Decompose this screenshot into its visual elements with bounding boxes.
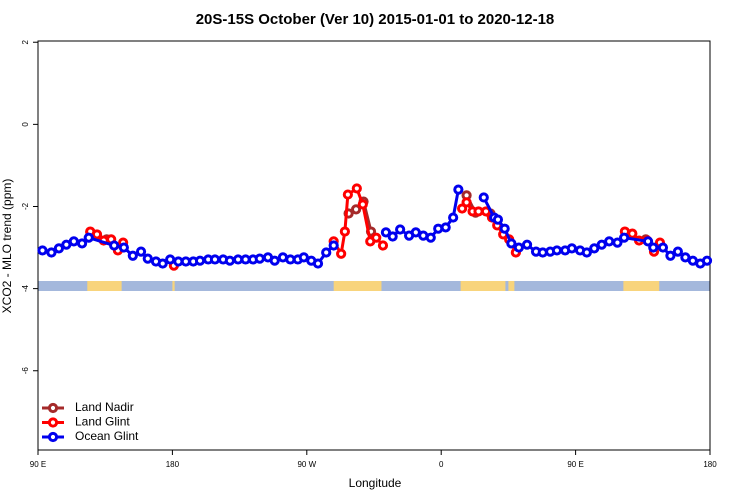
series-point (165, 254, 176, 265)
series-point (589, 243, 600, 254)
land-band (87, 281, 122, 291)
series-point (457, 203, 468, 214)
series-point (551, 245, 563, 256)
series-point (648, 242, 659, 253)
series-point (642, 236, 654, 247)
legend-marker (47, 431, 59, 443)
series-point (254, 253, 265, 264)
series-point (425, 232, 436, 243)
series-point (478, 192, 489, 203)
series-point (53, 243, 65, 254)
y-tick-label: -6 (21, 367, 30, 375)
series-point (269, 255, 280, 266)
series-point (387, 231, 398, 242)
series-line (332, 186, 385, 258)
series-point (135, 246, 147, 257)
series-point (127, 250, 138, 261)
land-band (508, 281, 515, 291)
y-axis-title: XCO2 - MLO trend (ppm) (0, 179, 14, 314)
series-point (612, 237, 623, 248)
series-point (224, 255, 235, 266)
series-point (321, 247, 332, 258)
series-point (46, 247, 57, 258)
series-point (339, 226, 350, 237)
series-point (461, 197, 472, 208)
series-point (604, 236, 615, 247)
legend-label: Ocean Glint (75, 429, 139, 443)
x-tick-label: 0 (439, 460, 444, 469)
legend-marker (47, 417, 59, 428)
legend-label: Land Glint (75, 415, 130, 429)
series-point (157, 258, 168, 269)
land-band (172, 281, 175, 291)
series-point (672, 246, 683, 257)
plot-frame (37, 40, 711, 451)
series-point (342, 189, 353, 200)
legend-label: Land Nadir (75, 400, 134, 414)
series-point (328, 240, 339, 251)
x-axis-title: Longitude (349, 476, 402, 490)
series-point (448, 212, 459, 223)
series-point (395, 224, 406, 235)
series-point (506, 238, 517, 249)
series-point (312, 258, 324, 269)
series-point (37, 245, 48, 256)
land-band (460, 281, 506, 291)
series-point (109, 240, 120, 251)
series-point (118, 242, 129, 253)
series-point (68, 236, 79, 247)
series-point (357, 199, 368, 210)
series-point (377, 240, 389, 251)
x-tick-label: 180 (703, 460, 717, 469)
series-point (619, 232, 630, 243)
series-point (627, 228, 638, 239)
y-tick-label: 0 (21, 122, 30, 127)
x-tick-label: 180 (166, 460, 180, 469)
series-point (665, 250, 676, 261)
series-point (581, 247, 592, 258)
series-point (657, 242, 669, 253)
land-band (623, 281, 660, 291)
series-point (380, 227, 392, 238)
series-point (142, 253, 153, 264)
series-point (701, 255, 713, 266)
series-point (521, 239, 533, 250)
legend-marker (47, 402, 59, 414)
series-point (492, 214, 504, 225)
x-tick-label: 90 E (30, 460, 46, 469)
series-point (351, 183, 362, 194)
series-point (440, 222, 451, 233)
y-tick-label: -2 (21, 202, 30, 210)
series-point (209, 254, 221, 265)
series-point (513, 242, 524, 253)
series-point (76, 238, 88, 249)
y-tick-label: -4 (21, 285, 30, 293)
series-point (371, 232, 382, 243)
series-point (336, 248, 347, 259)
series-point (194, 255, 206, 266)
series-point (83, 232, 94, 243)
x-tick-label: 90 E (567, 460, 583, 469)
y-tick-label: 2 (21, 39, 30, 44)
land-band (333, 281, 382, 291)
series-point (350, 204, 362, 215)
series-point (566, 243, 577, 254)
series-point (499, 223, 510, 234)
series-point (91, 229, 103, 240)
x-tick-label: 90 W (297, 460, 316, 469)
chart-title: 20S-15S October (Ver 10) 2015-01-01 to 2… (196, 11, 555, 28)
series-point (453, 184, 464, 195)
